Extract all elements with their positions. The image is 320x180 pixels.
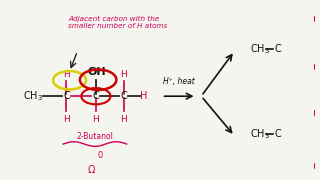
Text: $\mathregular{CH_3}$: $\mathregular{CH_3}$ [251, 42, 270, 56]
Text: OH: OH [88, 67, 106, 77]
Text: C: C [120, 91, 127, 101]
Text: Adjacent carbon with the
smaller number of H atoms: Adjacent carbon with the smaller number … [68, 15, 167, 29]
Text: H⁺, heat: H⁺, heat [163, 77, 194, 86]
Text: 2-Butanol: 2-Butanol [76, 132, 113, 141]
Text: C: C [92, 91, 99, 101]
Text: H: H [120, 115, 127, 124]
Text: H: H [63, 115, 70, 124]
Text: H: H [92, 115, 99, 124]
Text: 0: 0 [97, 151, 102, 160]
Text: $\mathregular{CH_3}$: $\mathregular{CH_3}$ [23, 89, 43, 103]
Text: $\mathregular{CH_3}$: $\mathregular{CH_3}$ [251, 127, 270, 141]
Text: C: C [275, 129, 282, 139]
Text: H: H [140, 91, 148, 101]
Text: Ω: Ω [87, 165, 95, 175]
Text: C: C [275, 44, 282, 54]
Text: H: H [120, 70, 127, 79]
Text: H: H [63, 70, 70, 79]
Text: C: C [63, 91, 70, 101]
